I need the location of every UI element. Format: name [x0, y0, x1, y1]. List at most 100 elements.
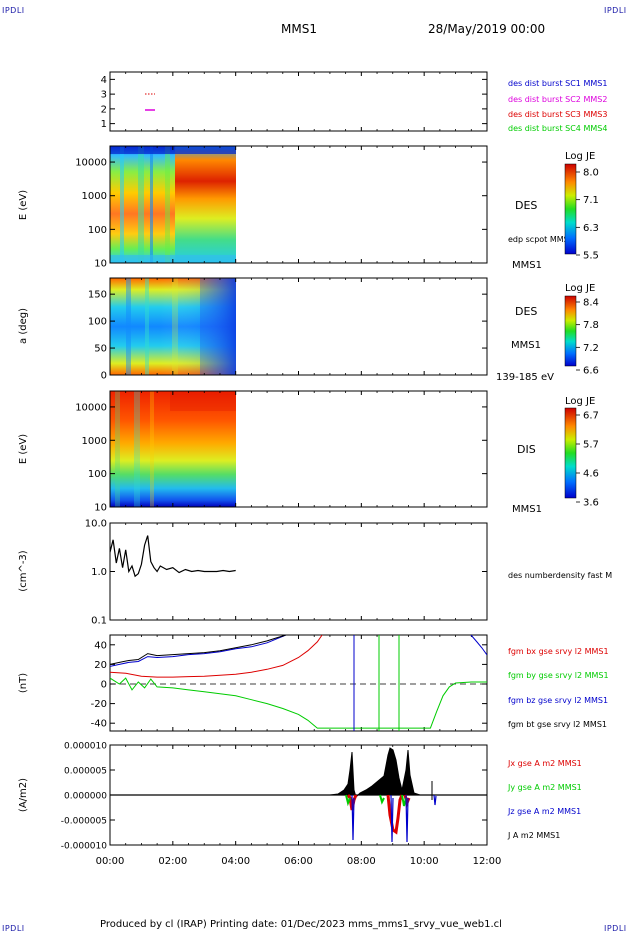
y-tick-label: 10000 [75, 402, 107, 413]
y-tick-label: 0.000010 [64, 742, 107, 752]
dis-energy-colorbar-tick: 5.7 [583, 440, 599, 451]
density-line [109, 535, 236, 578]
bfield-late-bz [470, 635, 487, 656]
des-energy-sc-label: MMS1 [512, 260, 542, 271]
footer-info: Produced by cl (IRAP) Printing date: 01/… [100, 919, 502, 930]
current-jz-trace [351, 794, 437, 843]
des-pitch-energy-range: 139-185 eV [496, 372, 554, 383]
y-tick-label: 2 [101, 104, 107, 115]
corner-mark-top-left: IPDLI [2, 6, 25, 15]
y-tick-label: 0 [101, 680, 107, 691]
y-tick-label: -0.000005 [61, 817, 107, 827]
bfield-line-by [110, 677, 487, 729]
y-tick-label: -40 [91, 719, 107, 730]
y-tick-label: 40 [94, 640, 107, 651]
y-tick-label: 100 [88, 469, 107, 480]
plot-title: MMS1 [281, 22, 317, 36]
legend-jz: Jz gse A m2 MMS1 [507, 807, 581, 816]
corner-mark-bottom-right: IPDLI [604, 924, 627, 933]
panel-density: 10.0 1.0 0.1 (cm^-3) des numberdensity fas… [18, 519, 612, 627]
legend-fgm-bz: fgm bz gse srvy l2 MMS1 [508, 696, 608, 705]
current-traces [110, 747, 487, 843]
y-tick-label: 0.1 [91, 616, 107, 627]
y-tick-label: 0.000005 [64, 767, 107, 777]
time-tick-label: 02:00 [158, 856, 187, 867]
des-energy-colorbar: Log JE 8.0 7.1 6.3 5.5 [564, 151, 599, 262]
y-tick-label: 50 [94, 344, 107, 355]
legend-burst-sc4: des dist burst SC4 MMS4 [508, 124, 607, 133]
y-tick-label: 100 [88, 225, 107, 236]
panel-burst-frame [109, 71, 488, 132]
panel-current-axis: 0.000010 0.000005 0.000000 -0.000005 -0.0000… [61, 742, 488, 852]
dis-energy-spectrogram [110, 391, 236, 507]
y-tick-label: 150 [88, 290, 107, 301]
panel-burst-axis: 4 3 2 1 [101, 72, 488, 131]
legend-fgm-by: fgm by gse srvy l2 MMS1 [508, 671, 609, 680]
y-tick-label: 0.000000 [64, 792, 107, 802]
time-tick-label: 12:00 [473, 856, 502, 867]
legend-j: J A m2 MMS1 [507, 831, 560, 840]
panel-des-pitch-axis: 150 100 50 0 [88, 278, 488, 382]
time-tick-label: 06:00 [284, 856, 313, 867]
panel-bfield-axis: 40 20 0 -20 -40 [91, 635, 488, 731]
time-tick-label: 10:00 [410, 856, 439, 867]
des-energy-overlay-label: edp scpot MMS1 [508, 235, 574, 244]
y-tick-label: 100 [88, 317, 107, 328]
bfield-line-bz [110, 635, 287, 667]
legend-burst-sc3: des dist burst SC3 MMS3 [508, 110, 607, 119]
dis-energy-colorbar-title: Log JE [565, 396, 595, 407]
panel-dis-energy: 10000 1000 100 10 E (eV) DIS MMS1 Log JE 6.… [18, 390, 599, 515]
dis-energy-label: DIS [517, 443, 536, 456]
legend-density: des numberdensity fast M [508, 571, 612, 580]
panel-current-density: 0.000010 0.000005 0.000000 -0.000005 -0.0000… [18, 742, 582, 852]
des-energy-colorbar-tick: 5.5 [583, 251, 599, 262]
legend-fgm-bt: fgm bt gse srvy l2 MMS1 [508, 720, 607, 729]
panel-des-pitch: 150 100 50 0 a (deg) DES MMS1 139-185 eV Lo… [18, 277, 599, 383]
legend-jy: Jy gse A m2 MMS1 [507, 783, 582, 792]
panel-dis-energy-axis: 10000 1000 100 10 [75, 391, 488, 514]
legend-burst-sc2: des dist burst SC2 MMS2 [508, 95, 607, 104]
current-jy-trace [345, 794, 407, 807]
plot-date: 28/May/2019 00:00 [428, 22, 546, 36]
des-pitch-colorbar-tick: 6.6 [583, 366, 599, 377]
des-energy-colorbar-tick: 7.1 [583, 195, 599, 206]
dis-energy-sc-label: MMS1 [512, 504, 542, 515]
panel-density-axis: 10.0 1.0 0.1 [85, 519, 488, 627]
dis-energy-colorbar-tick: 6.7 [583, 411, 599, 422]
legend-fgm-bx: fgm bx gse srvy l2 MMS1 [508, 647, 609, 656]
time-tick-label: 04:00 [221, 856, 250, 867]
bfield-line-bx [110, 635, 323, 678]
des-pitch-ylabel: a (deg) [18, 308, 29, 344]
y-tick-label: 10 [94, 259, 107, 270]
des-pitch-colorbar-title: Log JE [565, 283, 595, 294]
y-tick-label: 0 [101, 371, 107, 382]
y-tick-label: 10.0 [85, 519, 107, 530]
time-axis: 00:00 02:00 04:00 06:00 08:00 10:00 12:00 [96, 856, 502, 867]
des-pitch-colorbar-tick: 7.2 [583, 343, 599, 354]
corner-mark-bottom-left: IPDLI [2, 924, 25, 933]
time-tick-label: 08:00 [347, 856, 376, 867]
y-tick-label: 1000 [82, 191, 107, 202]
time-tick-label: 00:00 [96, 856, 125, 867]
y-tick-label: 1 [101, 119, 107, 130]
dis-energy-colorbar: Log JE 6.7 5.7 4.6 3.6 [564, 396, 599, 509]
panel-des-energy: 10000 1000 100 10 E (eV) DES edp scpot MMS1… [18, 145, 599, 271]
des-energy-colorbar-title: Log JE [565, 151, 595, 162]
des-energy-ylabel: E (eV) [18, 190, 29, 220]
legend-jx: Jx gse A m2 MMS1 [507, 759, 582, 768]
y-tick-label: 20 [94, 660, 107, 671]
y-tick-label: 10000 [75, 158, 107, 169]
current-j-trace [329, 747, 421, 798]
panel-density-frame [109, 522, 488, 621]
corner-mark-top-right: IPDLI [604, 6, 627, 15]
des-energy-label: DES [515, 199, 537, 212]
dis-energy-colorbar-tick: 4.6 [583, 469, 599, 480]
des-pitch-colorbar-tick: 8.4 [583, 298, 599, 309]
panel-magnetic-field: 40 20 0 -20 -40 (nT) fgm bx gse srvy l2 MMS1… [18, 634, 609, 732]
bfield-line-bt [110, 635, 287, 665]
des-pitch-colorbar: Log JE 8.4 7.8 7.2 6.6 [564, 283, 599, 377]
y-tick-label: 10 [94, 503, 107, 514]
bfield-ylabel: (nT) [18, 673, 29, 693]
des-pitch-spectrogram [110, 278, 236, 375]
